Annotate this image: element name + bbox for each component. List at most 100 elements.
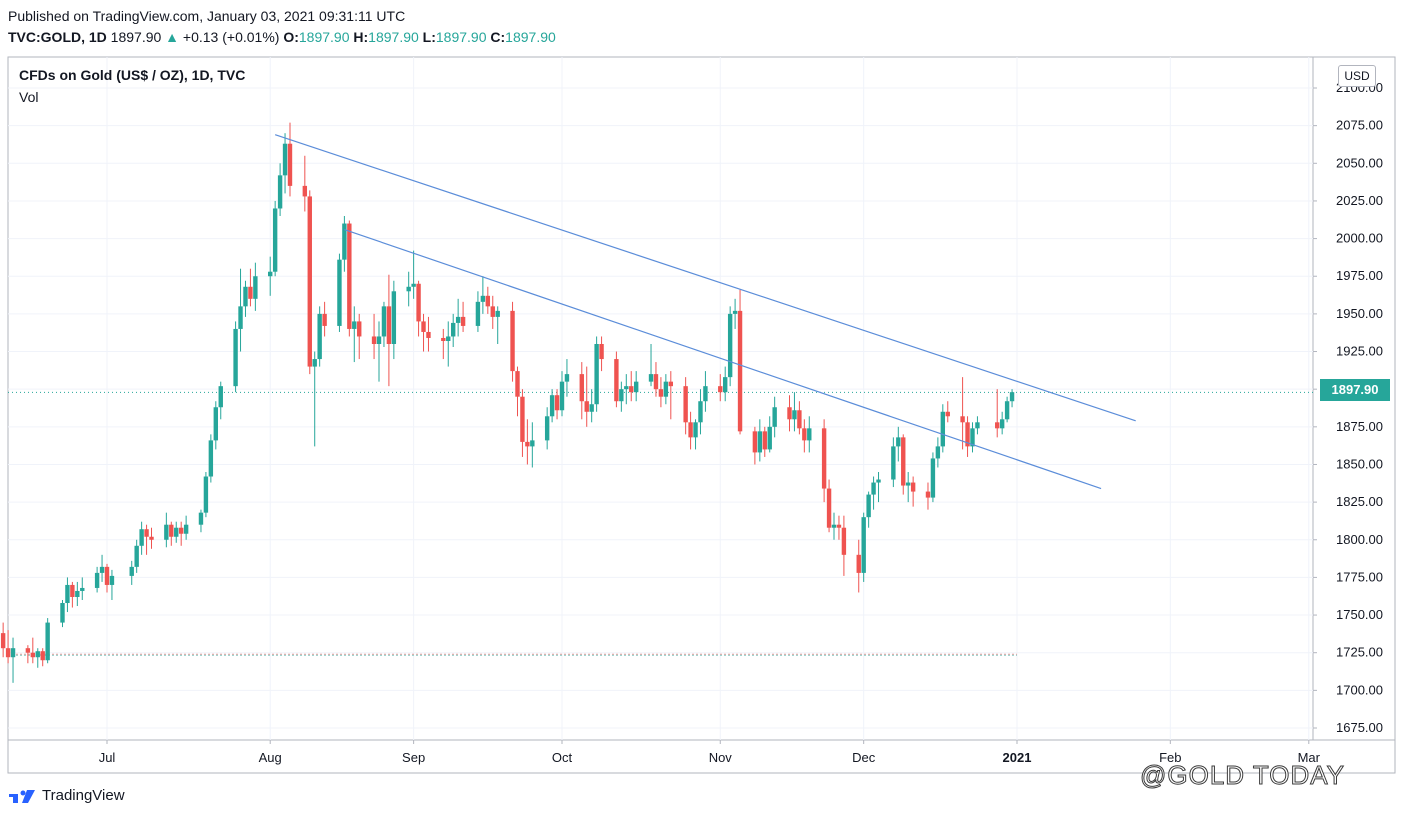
candle	[386, 274, 392, 387]
candle-body	[856, 554, 861, 573]
candle-body	[584, 401, 589, 412]
open-label: O:	[283, 29, 299, 45]
candle-body	[802, 428, 807, 441]
candle-body	[999, 419, 1005, 429]
candle-body	[10, 648, 16, 658]
candle	[198, 509, 204, 533]
currency-button[interactable]: USD	[1338, 65, 1376, 87]
candle	[629, 371, 634, 402]
candle	[723, 366, 728, 402]
candle	[658, 377, 664, 408]
candle	[703, 371, 708, 412]
candle-body	[0, 633, 6, 649]
candle-body	[411, 283, 416, 287]
candle-body	[134, 545, 139, 567]
candle	[441, 328, 446, 360]
candle-body	[446, 336, 451, 341]
price-tick-label: 1950.00	[1336, 306, 1383, 321]
candle	[905, 472, 911, 503]
candle	[10, 637, 16, 683]
trendlines[interactable]	[274, 134, 1136, 490]
candle	[861, 512, 866, 582]
candle-body	[599, 344, 604, 360]
legend-title: CFDs on Gold (US$ / OZ), 1D, TVC	[19, 67, 246, 83]
candle	[109, 569, 115, 600]
candle-body	[792, 410, 797, 420]
candle	[208, 434, 214, 483]
candle	[490, 295, 495, 329]
candle-body	[357, 321, 362, 337]
candle-body	[139, 529, 144, 546]
candle-body	[416, 283, 421, 322]
candle	[554, 389, 560, 420]
candle-body	[282, 143, 288, 176]
candle-body	[525, 441, 530, 447]
candle	[940, 404, 946, 453]
candle-body	[995, 422, 1000, 429]
low-label: L:	[422, 29, 436, 45]
candle	[475, 291, 481, 332]
candle-body	[307, 196, 312, 367]
trendline[interactable]	[274, 134, 1136, 422]
candle	[633, 371, 639, 402]
candle-body	[352, 321, 357, 329]
candle-body	[633, 381, 639, 393]
open-value: 1897.90	[298, 29, 350, 45]
candles	[0, 122, 1015, 683]
candle	[653, 362, 659, 397]
time-tick-label: Sep	[402, 750, 425, 765]
candle	[25, 645, 31, 664]
candle	[792, 392, 797, 432]
price-tick-label: 1675.00	[1336, 720, 1383, 735]
candle-body	[559, 381, 565, 411]
candle-body	[752, 431, 758, 453]
candle-body	[668, 381, 674, 387]
candle-body	[762, 431, 767, 450]
candle	[767, 416, 772, 453]
high-label: H:	[353, 29, 369, 45]
chart-border	[7, 56, 1396, 774]
tradingview-logo[interactable]: TradingView	[8, 787, 125, 804]
time-axis[interactable]: Jul Aug Sep Oct Nov Dec 2021 Feb Mar	[99, 740, 1321, 765]
candle-body	[723, 377, 728, 393]
candle-body	[35, 651, 40, 658]
candle	[272, 200, 278, 277]
candle-body	[826, 488, 832, 528]
price-axis[interactable]: 2100.002075.002050.002025.002000.001975.…	[1313, 80, 1383, 735]
reference-line	[8, 391, 1313, 656]
low-value: 1897.90	[435, 29, 487, 45]
candle-body	[129, 566, 134, 576]
candle	[544, 407, 550, 450]
candle-body	[891, 446, 896, 480]
candle-body	[238, 306, 243, 329]
trendline[interactable]	[344, 228, 1102, 490]
candle-body	[376, 336, 382, 344]
candle-body	[243, 286, 248, 307]
candle	[826, 479, 832, 533]
candle	[891, 437, 896, 488]
symbol-label: TVC:GOLD, 1D	[8, 29, 107, 45]
candle	[995, 389, 1000, 438]
tradingview-brand: TradingView	[42, 787, 125, 804]
candle-body	[861, 517, 866, 573]
candle	[381, 301, 387, 348]
candle	[178, 521, 184, 546]
candle-body	[960, 416, 965, 423]
time-tick-label: 2021	[1003, 750, 1032, 765]
candle	[599, 336, 604, 372]
candle-body	[925, 491, 931, 498]
price-tick-label: 1875.00	[1336, 419, 1383, 434]
candle	[866, 491, 871, 528]
time-tick-label: Mar	[1298, 750, 1321, 765]
candle	[104, 563, 110, 593]
candle	[807, 416, 812, 453]
candle	[268, 256, 273, 296]
candle-body	[312, 359, 317, 367]
candle-body	[876, 479, 881, 483]
price-tick-label: 1725.00	[1336, 645, 1383, 660]
time-tick-label: Oct	[552, 750, 573, 765]
candle	[965, 416, 970, 457]
candle-body	[183, 524, 189, 534]
candle-body	[287, 143, 293, 186]
